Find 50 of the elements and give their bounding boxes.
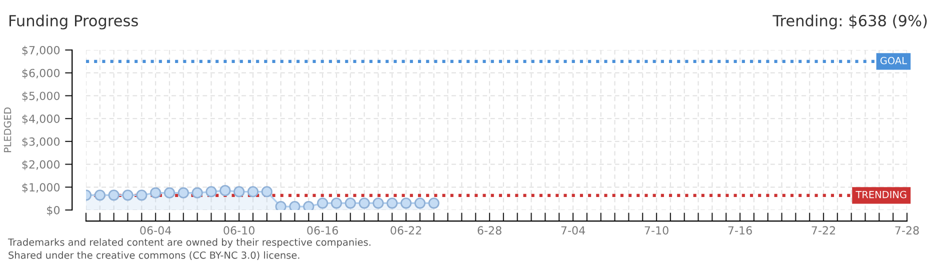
y-tick-label: $6,000 bbox=[22, 68, 60, 79]
x-tick-label: 06-10 bbox=[224, 226, 254, 235]
y-tick-label: $4,000 bbox=[22, 114, 60, 124]
point bbox=[94, 190, 106, 201]
point bbox=[317, 198, 328, 209]
point bbox=[122, 190, 134, 201]
point bbox=[400, 198, 412, 209]
text: Trademarks and related content are owned by their respective companies. bbox=[8, 238, 370, 248]
point bbox=[234, 186, 245, 198]
point bbox=[192, 187, 203, 198]
y-tick-label: $3,000 bbox=[22, 137, 60, 148]
point bbox=[220, 185, 231, 196]
point bbox=[372, 198, 384, 209]
point bbox=[303, 201, 314, 210]
chart-title: Funding Progress bbox=[10, 14, 138, 30]
x-tick-label: 7-16 bbox=[728, 226, 752, 235]
point bbox=[330, 198, 342, 209]
point bbox=[275, 201, 286, 210]
y-tick-label: $7,000 bbox=[22, 46, 60, 56]
point bbox=[108, 190, 120, 201]
point bbox=[289, 201, 300, 210]
x-tick-label: 7-22 bbox=[812, 226, 836, 234]
ref-line-label: GOAL bbox=[880, 56, 907, 64]
point bbox=[178, 187, 189, 198]
x-tick-label: 7-28 bbox=[895, 226, 919, 235]
x-tick-label: 6-28 bbox=[478, 226, 502, 235]
text: Shared under the creative commons (CC BY-NC 3.0) license. bbox=[8, 251, 300, 260]
point bbox=[164, 187, 176, 198]
x-tick-label: 7-04 bbox=[561, 226, 586, 235]
x-tick-label: 06-04 bbox=[140, 226, 172, 235]
y-tick-label: $5,000 bbox=[22, 91, 60, 102]
point bbox=[261, 186, 272, 198]
x-tick-label: 06-16 bbox=[307, 226, 338, 235]
point bbox=[386, 198, 398, 209]
point bbox=[344, 198, 356, 209]
ref-line-label: TRENDING bbox=[856, 190, 906, 198]
y-tick-label: $1,000 bbox=[22, 182, 60, 193]
point bbox=[414, 198, 426, 209]
x-tick-label: 06-22 bbox=[390, 226, 422, 235]
point bbox=[136, 190, 148, 201]
point bbox=[150, 187, 162, 198]
y-tick-label: $0 bbox=[47, 206, 60, 216]
point bbox=[428, 198, 440, 209]
point bbox=[247, 186, 259, 198]
y-tick-label: $2,000 bbox=[22, 160, 60, 170]
y-axis-title: PLEDGED bbox=[4, 108, 12, 152]
chart-subtitle: Trending: $638 (9%) bbox=[772, 14, 927, 30]
x-tick-label: 7-10 bbox=[644, 226, 668, 235]
point bbox=[358, 198, 370, 209]
point bbox=[206, 186, 217, 198]
